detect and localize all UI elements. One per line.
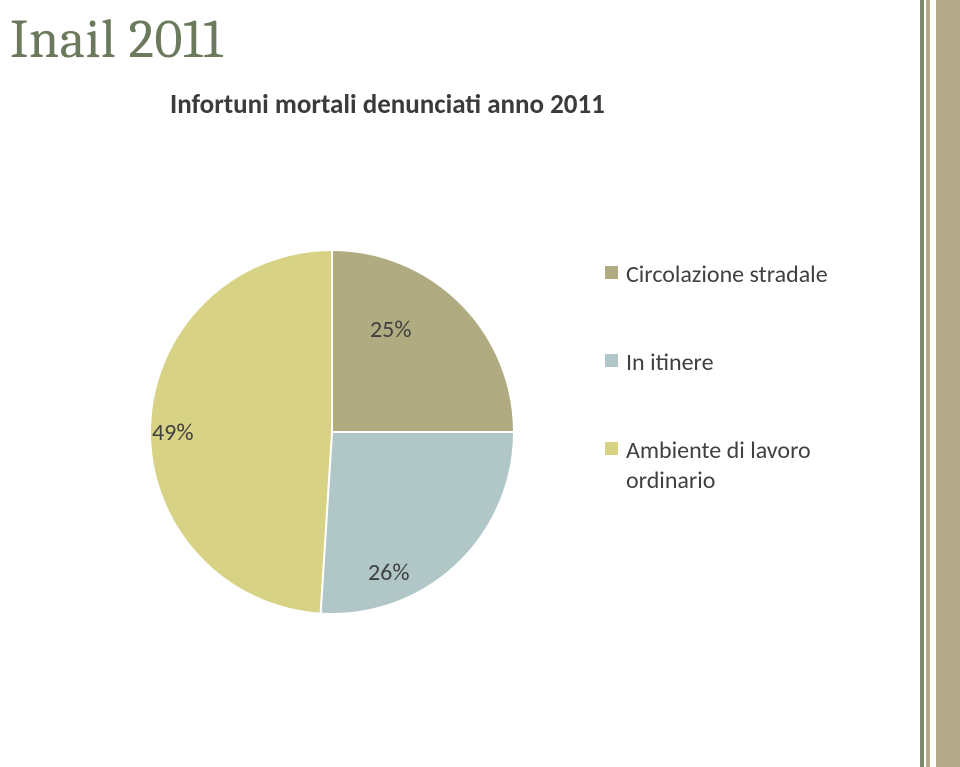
- legend-text-2: Ambiente di lavoro ordinario: [626, 436, 860, 496]
- sidebar-accent-line-2: [926, 0, 930, 767]
- legend-swatch-1: [605, 354, 618, 367]
- pie-data-label-2: 49%: [152, 418, 193, 447]
- pie-data-label-1: 26%: [368, 558, 409, 587]
- page-title: Inail 2011: [10, 8, 223, 71]
- pie-data-label-0: 25%: [370, 315, 411, 344]
- slide: Inail 2011 Infortuni mortali denunciati …: [0, 0, 960, 767]
- legend: Circolazione stradale In itinere Ambient…: [605, 260, 860, 554]
- legend-item-1: In itinere: [605, 348, 860, 378]
- legend-item-2: Ambiente di lavoro ordinario: [605, 436, 860, 496]
- chart-subtitle: Infortuni mortali denunciati anno 2011: [170, 88, 605, 121]
- legend-swatch-2: [605, 442, 618, 455]
- legend-text-0: Circolazione stradale: [626, 260, 828, 290]
- legend-swatch-0: [605, 266, 618, 279]
- legend-item-0: Circolazione stradale: [605, 260, 860, 290]
- sidebar-accent-block: [936, 0, 960, 767]
- pie-slice: [321, 432, 514, 614]
- pie-chart: 25% 26% 49% Circolazione stradale In iti…: [80, 230, 860, 650]
- pie-slice: [332, 250, 514, 432]
- pie-svg: [140, 240, 524, 624]
- sidebar-accent-line-1: [920, 0, 924, 767]
- legend-text-1: In itinere: [626, 348, 714, 378]
